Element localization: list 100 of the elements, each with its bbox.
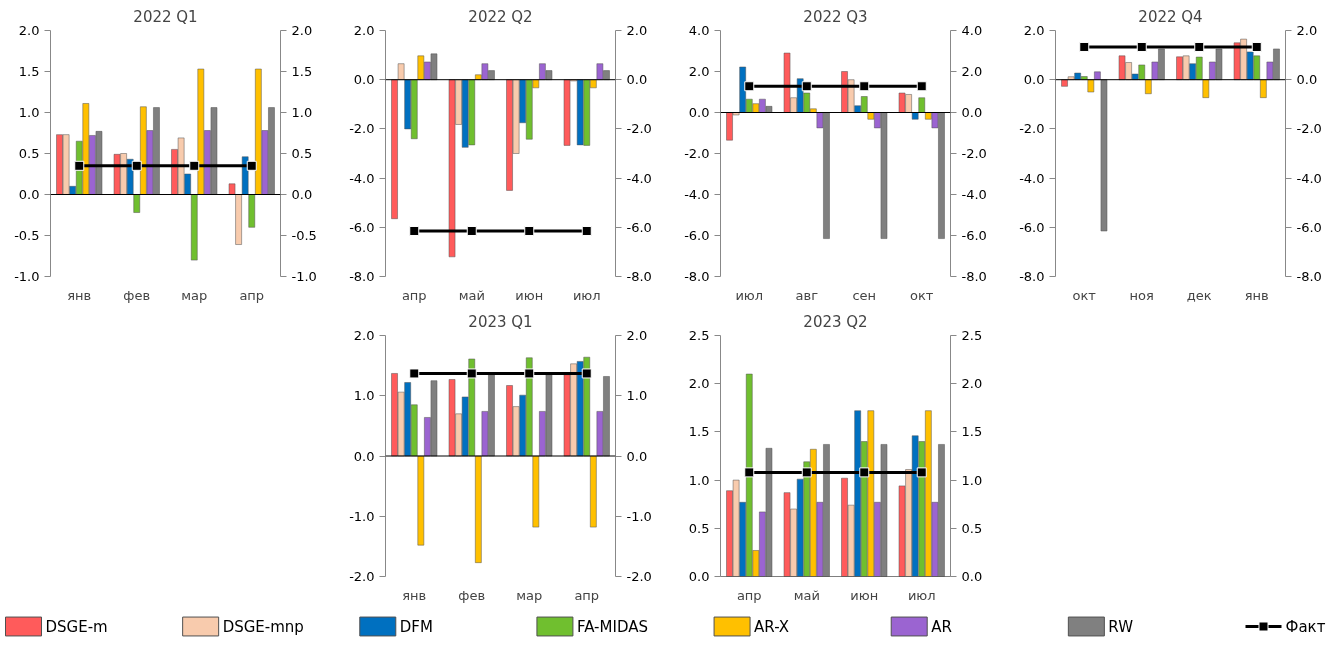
x-tick-label: фев: [123, 287, 151, 303]
x-tick-label: апр: [239, 287, 265, 303]
x-tick-label: сен: [852, 287, 877, 303]
y-tick-label: 2.0: [353, 23, 375, 38]
y2-tick-label: -1.0: [291, 269, 317, 284]
y2-tick-label: -0.5: [291, 228, 317, 243]
y2-tick-label: 2.0: [626, 328, 648, 343]
y2-tick-label: -4.0: [626, 170, 652, 186]
y2-tick-label: -2.0: [626, 569, 652, 584]
y-tick-label: -4.0: [1019, 170, 1045, 186]
y2-tick-label: -8.0: [626, 269, 652, 284]
y2-tick-label: -6.0: [961, 228, 987, 243]
legend-label: FA-MIDAS: [576, 617, 648, 636]
x-tick-label: июн: [850, 587, 879, 603]
y-tick-label: -0.5: [14, 228, 40, 243]
y-tick-label: -6.0: [349, 219, 375, 235]
y2-tick-label: -4.0: [961, 187, 987, 202]
x-tick-label: июл: [907, 587, 936, 603]
y-tick-label: -2.0: [1019, 121, 1045, 137]
y2-tick-label: 2.0: [626, 23, 648, 38]
y2-tick-label: 0.5: [961, 520, 983, 536]
chart-title: 2022 Q3: [803, 7, 868, 26]
chart-title: 2023 Q1: [468, 312, 533, 331]
y2-tick-label: 2.0: [291, 23, 313, 38]
chart-title: 2022 Q1: [133, 7, 198, 26]
x-tick-label: мар: [181, 287, 208, 303]
bar: [475, 455, 482, 563]
legend-label: DSGE-mnp: [222, 617, 304, 636]
y2-tick-label: 0.0: [961, 569, 983, 584]
y-tick-label: -2.0: [349, 121, 375, 137]
legend-label: DSGE-m: [45, 617, 108, 636]
y-tick-label: 0.5: [18, 146, 40, 161]
y-tick-label: 1.0: [353, 388, 375, 404]
y2-tick-label: 1.5: [961, 424, 983, 440]
y-tick-label: -2.0: [349, 569, 375, 584]
bar: [590, 455, 597, 528]
y2-tick-label: -1.0: [626, 508, 652, 524]
y-tick-label: 0.0: [353, 72, 375, 88]
x-tick-label: июн: [515, 287, 544, 303]
y2-tick-label: -8.0: [1296, 269, 1322, 284]
y-tick-label: 0.0: [353, 448, 375, 464]
y-tick-label: 4.0: [688, 23, 710, 38]
chart-title: 2022 Q4: [1138, 7, 1203, 26]
y-tick-label: -1.0: [349, 508, 375, 524]
x-tick-label: июл: [735, 287, 764, 303]
x-tick-label: ноя: [1129, 287, 1154, 303]
y2-tick-label: -6.0: [626, 219, 652, 235]
legend-label: AR-X: [754, 617, 790, 636]
x-tick-label: май: [458, 287, 485, 303]
y2-tick-label: 0.0: [961, 105, 983, 120]
x-tick-label: мар: [516, 587, 543, 603]
x-tick-label: июл: [572, 287, 601, 303]
x-tick-label: янв: [67, 287, 92, 303]
y-tick-label: 2.0: [1023, 23, 1045, 38]
y2-tick-label: 0.0: [626, 448, 648, 464]
y2-tick-label: -2.0: [1296, 121, 1322, 137]
y2-tick-label: 2.0: [961, 376, 983, 392]
y2-tick-label: 1.5: [291, 64, 313, 79]
legend-label: RW: [1108, 617, 1134, 636]
x-tick-label: апр: [736, 587, 762, 603]
y-tick-label: 0.0: [688, 569, 710, 584]
y-tick-label: 1.5: [688, 424, 710, 440]
x-tick-label: окт: [1072, 287, 1097, 303]
y-tick-label: -4.0: [684, 187, 710, 202]
y2-tick-label: 1.0: [626, 388, 648, 404]
x-tick-label: янв: [1244, 287, 1269, 303]
y2-tick-label: 0.0: [1296, 72, 1318, 88]
y2-tick-label: -6.0: [1296, 219, 1322, 235]
y2-tick-label: 4.0: [961, 23, 983, 38]
y-tick-label: 1.0: [18, 105, 40, 120]
x-tick-label: авг: [795, 287, 819, 303]
bar: [532, 455, 540, 528]
y-tick-label: -2.0: [684, 146, 710, 161]
bar: [417, 455, 425, 546]
y-tick-label: -8.0: [1019, 269, 1045, 284]
y2-tick-label: 1.0: [291, 105, 313, 120]
chart-title: 2022 Q2: [468, 7, 533, 26]
y2-tick-label: 1.0: [961, 472, 983, 488]
y2-tick-label: 2.5: [961, 328, 983, 343]
y-tick-label: 0.5: [688, 520, 710, 536]
x-tick-label: окт: [910, 287, 934, 303]
y2-tick-label: 0.0: [291, 187, 313, 202]
x-tick-label: апр: [401, 287, 427, 303]
y2-tick-label: -2.0: [626, 121, 652, 137]
legend-label: Факт: [1285, 617, 1326, 636]
y-tick-label: 0.0: [18, 187, 40, 202]
y-tick-label: 2.0: [688, 64, 710, 79]
y-tick-label: -6.0: [1019, 219, 1045, 235]
y2-tick-label: -2.0: [961, 146, 987, 161]
y2-tick-label: -8.0: [961, 269, 987, 284]
y-tick-label: -4.0: [349, 170, 375, 186]
y-tick-label: -6.0: [684, 228, 710, 243]
y-tick-label: 2.5: [688, 328, 710, 343]
y-tick-label: 1.0: [688, 472, 710, 488]
x-tick-label: апр: [574, 587, 600, 603]
y-tick-label: 0.0: [1023, 72, 1045, 88]
y-tick-label: 2.0: [688, 376, 710, 392]
y-tick-label: 1.5: [18, 64, 40, 79]
y-tick-label: -1.0: [14, 269, 40, 284]
y2-tick-label: 2.0: [961, 64, 983, 79]
